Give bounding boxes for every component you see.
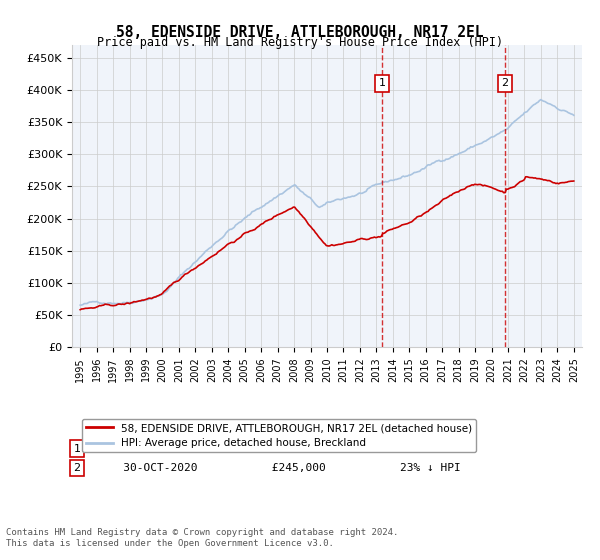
- Text: 58, EDENSIDE DRIVE, ATTLEBOROUGH, NR17 2EL: 58, EDENSIDE DRIVE, ATTLEBOROUGH, NR17 2…: [116, 25, 484, 40]
- Text: Price paid vs. HM Land Registry's House Price Index (HPI): Price paid vs. HM Land Registry's House …: [97, 36, 503, 49]
- Text: 03-MAY-2013           £180,000           12% ↓ HPI: 03-MAY-2013 £180,000 12% ↓ HPI: [103, 444, 460, 454]
- Legend: 58, EDENSIDE DRIVE, ATTLEBOROUGH, NR17 2EL (detached house), HPI: Average price,: 58, EDENSIDE DRIVE, ATTLEBOROUGH, NR17 2…: [82, 419, 476, 452]
- Text: 30-OCT-2020           £245,000           23% ↓ HPI: 30-OCT-2020 £245,000 23% ↓ HPI: [103, 463, 460, 473]
- Text: Contains HM Land Registry data © Crown copyright and database right 2024.
This d: Contains HM Land Registry data © Crown c…: [6, 528, 398, 548]
- Text: 2: 2: [502, 78, 509, 88]
- Text: 2: 2: [74, 463, 80, 473]
- Text: 1: 1: [74, 444, 80, 454]
- Text: 1: 1: [379, 78, 385, 88]
